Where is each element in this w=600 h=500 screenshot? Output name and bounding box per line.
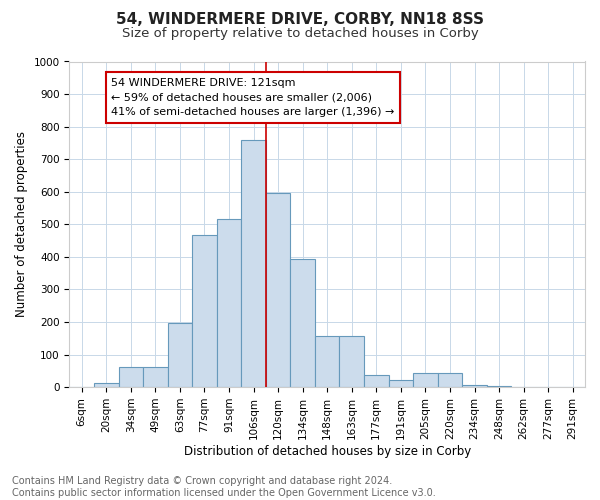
Bar (487, 386, 511, 387)
Bar (94, 382, 119, 387)
Text: Size of property relative to detached houses in Corby: Size of property relative to detached ho… (122, 28, 478, 40)
Bar (167, 324, 192, 387)
Bar (290, 260, 315, 387)
Bar (413, 373, 437, 387)
Bar (389, 380, 413, 387)
Bar (437, 373, 462, 387)
Text: 54 WINDERMERE DRIVE: 121sqm
← 59% of detached houses are smaller (2,006)
41% of : 54 WINDERMERE DRIVE: 121sqm ← 59% of det… (111, 78, 395, 118)
Bar (364, 376, 389, 387)
Bar (266, 192, 290, 387)
Bar (143, 367, 167, 387)
Y-axis label: Number of detached properties: Number of detached properties (15, 132, 28, 318)
Text: Contains HM Land Registry data © Crown copyright and database right 2024.
Contai: Contains HM Land Registry data © Crown c… (12, 476, 436, 498)
Bar (241, 140, 266, 387)
Bar (315, 336, 340, 387)
Bar (192, 234, 217, 387)
Text: 54, WINDERMERE DRIVE, CORBY, NN18 8SS: 54, WINDERMERE DRIVE, CORBY, NN18 8SS (116, 12, 484, 28)
Bar (217, 219, 241, 387)
Bar (119, 367, 143, 387)
Bar (340, 336, 364, 387)
X-axis label: Distribution of detached houses by size in Corby: Distribution of detached houses by size … (184, 444, 471, 458)
Bar (462, 385, 487, 387)
